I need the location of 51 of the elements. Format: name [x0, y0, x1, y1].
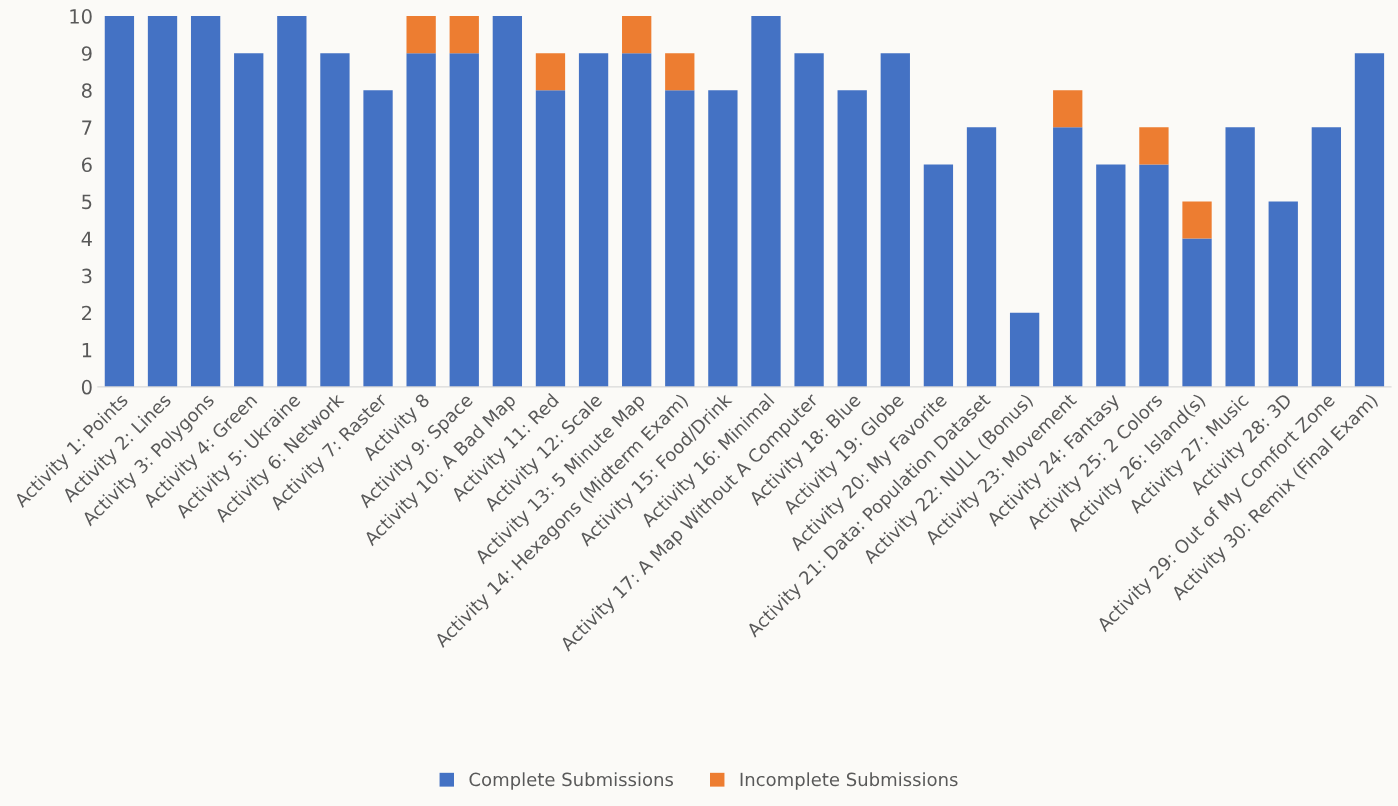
- bar: [751, 16, 781, 387]
- bar: [578, 53, 609, 387]
- bar: [966, 127, 997, 387]
- bar: [665, 53, 695, 91]
- bar: [1096, 164, 1126, 387]
- bar: [320, 53, 350, 387]
- y-tick-label: 3: [82, 268, 92, 284]
- bar: [923, 164, 954, 387]
- bar: [406, 53, 436, 387]
- bar: [449, 53, 479, 387]
- bar: [535, 53, 566, 91]
- y-tick-label: 2: [82, 305, 92, 321]
- y-tick-label: 8: [81, 83, 92, 98]
- bar: [1139, 164, 1169, 387]
- y-tick-label: 4: [81, 231, 92, 246]
- bar: [1182, 238, 1212, 387]
- bar: [794, 53, 824, 387]
- legend-label: Complete Submissions: [469, 772, 674, 790]
- bar: [1053, 127, 1083, 387]
- y-tick-label: 0: [81, 379, 92, 395]
- bar: [492, 16, 523, 387]
- bar: [1182, 201, 1212, 239]
- bar: [1053, 90, 1083, 128]
- bar: [104, 16, 135, 387]
- bar: [406, 16, 436, 54]
- y-tick-label: 10: [70, 9, 92, 24]
- bar: [449, 16, 479, 54]
- bar: [277, 16, 307, 387]
- y-tick-label: 1: [82, 343, 92, 358]
- bar: [837, 90, 867, 387]
- bar: [1139, 127, 1169, 165]
- bar: [880, 53, 910, 387]
- bar: [1354, 53, 1385, 387]
- legend-label: Incomplete Submissions: [740, 772, 958, 790]
- y-tick-label: 6: [81, 157, 92, 173]
- bar: [535, 90, 566, 387]
- y-tick-label: 9: [81, 46, 92, 61]
- y-tick-label: 7: [82, 120, 92, 135]
- bar: [234, 53, 264, 387]
- bar: [147, 16, 178, 387]
- bar: [1311, 127, 1342, 387]
- bar: [1225, 127, 1255, 387]
- bar: [622, 16, 652, 54]
- bar: [708, 90, 738, 387]
- bar: [665, 90, 695, 387]
- bar: [1009, 312, 1040, 387]
- bar: [1268, 201, 1298, 387]
- bar: [363, 90, 393, 387]
- bar: [622, 53, 652, 387]
- y-tick-label: 5: [82, 194, 92, 210]
- bar: [190, 16, 221, 387]
